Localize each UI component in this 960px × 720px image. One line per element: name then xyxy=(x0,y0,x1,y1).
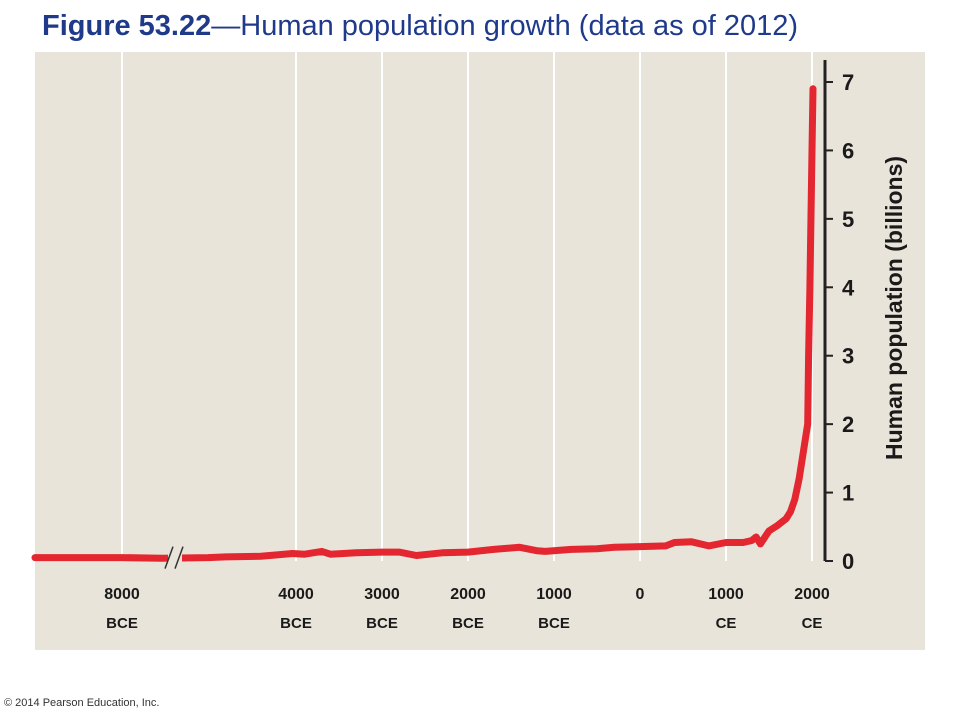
x-tick-label-1: 4000 xyxy=(278,586,314,603)
y-tick-label-7: 7 xyxy=(842,70,854,95)
y-tick-label-1: 1 xyxy=(842,481,854,506)
population-line xyxy=(31,85,817,562)
y-tick-label-2: 2 xyxy=(842,412,854,437)
x-tick-label-5: 0 xyxy=(636,586,645,603)
x-tick-era-6: CE xyxy=(716,615,737,632)
y-axis xyxy=(823,60,833,562)
axis-break-mark xyxy=(164,545,184,570)
x-tick-label-6: 1000 xyxy=(708,586,744,603)
x-tick-era-3: BCE xyxy=(452,615,484,632)
y-tick-label-4: 4 xyxy=(842,275,855,300)
plot-area xyxy=(35,52,820,561)
x-tick-label-2: 3000 xyxy=(364,586,400,603)
x-tick-label-7: 2000 xyxy=(794,586,830,603)
y-tick-label-6: 6 xyxy=(842,138,854,163)
copyright-notice: © 2014 Pearson Education, Inc. xyxy=(4,697,160,709)
y-tick-label-0: 0 xyxy=(842,549,854,574)
x-tick-label-4: 1000 xyxy=(536,586,572,603)
y-tick-labels: 0 1 2 3 4 5 6 7 xyxy=(842,70,855,574)
axis-break-gap xyxy=(168,545,182,570)
figure-label: Figure 53.22 xyxy=(42,10,212,42)
axis-break-slash-1 xyxy=(164,546,174,569)
population-series xyxy=(31,85,817,562)
x-tick-label-3: 2000 xyxy=(450,586,486,603)
y-axis-label: Human population (billions) xyxy=(881,156,907,460)
figure-title: Figure 53.22—Human population growth (da… xyxy=(42,10,798,43)
axis-break-slash-2 xyxy=(174,546,184,569)
x-tick-era-4: BCE xyxy=(538,615,570,632)
x-tick-labels: 8000 BCE 4000 BCE 3000 BCE 2000 BCE 1000 BCE 0 1000… xyxy=(104,586,830,632)
y-tick-label-5: 5 xyxy=(842,207,854,232)
x-tick-era-0: BCE xyxy=(106,615,138,632)
y-tick-label-3: 3 xyxy=(842,344,854,369)
x-tick-era-1: BCE xyxy=(280,615,312,632)
x-tick-label-0: 8000 xyxy=(104,586,140,603)
x-tick-era-7: CE xyxy=(802,615,823,632)
figure-title-text: —Human population growth (data as of 201… xyxy=(211,10,799,42)
x-tick-era-2: BCE xyxy=(366,615,398,632)
